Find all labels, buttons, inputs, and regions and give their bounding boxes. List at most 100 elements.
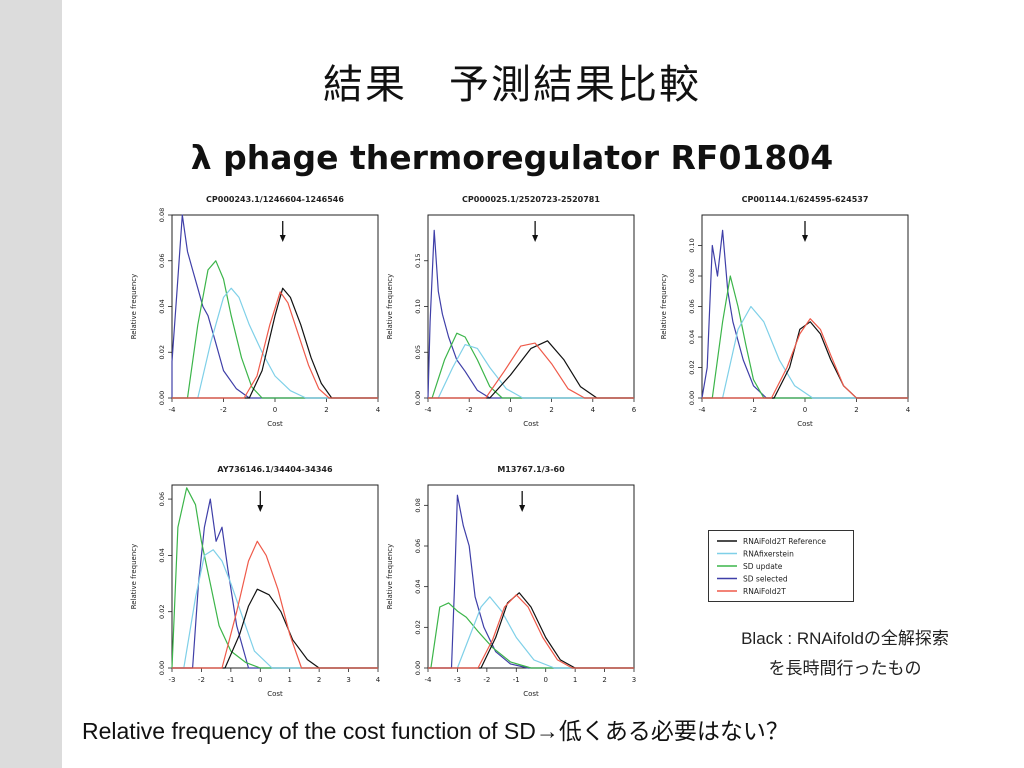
y-tick-label: 0.04 bbox=[414, 579, 422, 593]
plot-frame bbox=[427, 484, 635, 669]
note-line-1: Black : RNAifoldの全解探索 bbox=[741, 629, 949, 648]
y-tick-label: 0.15 bbox=[414, 254, 422, 268]
y-axis-label: Relative frequency bbox=[130, 274, 138, 340]
series-line-sd-update bbox=[172, 260, 378, 399]
x-tick-label: 0 bbox=[273, 406, 277, 414]
chart-title: M13767.1/3-60 bbox=[497, 465, 565, 474]
series-line-rnaifold2t-reference bbox=[172, 287, 378, 399]
x-tick-label: 4 bbox=[376, 406, 381, 414]
y-tick-label: 0.04 bbox=[158, 299, 166, 313]
chart-3: CP001144.1/624595-624537 -4 -2 0 2 4 0.00 0.02 0… bbox=[650, 190, 920, 445]
y-tick-label: 0.04 bbox=[158, 548, 166, 562]
slide-title: 結果 予測結果比較 bbox=[323, 62, 701, 108]
y-tick-label: 0.02 bbox=[414, 620, 422, 634]
x-tick-label: -2 bbox=[750, 406, 757, 414]
y-tick-label: 0.08 bbox=[158, 208, 166, 222]
slide-subtitle: λ phage thermoregulator RF01804 bbox=[190, 138, 834, 177]
chart-5: M13767.1/3-60 -4 -3 -2 -1 0 1 2 3 0.00 0.02 0.04 0.0… bbox=[376, 460, 646, 715]
arrow-marker-head bbox=[519, 505, 526, 512]
x-tick-label: -4 bbox=[699, 406, 707, 414]
series-line-rnaifold2t bbox=[702, 318, 908, 399]
chart-3-svg: CP001144.1/624595-624537 -4 -2 0 2 4 0.00 0.02 0… bbox=[660, 195, 911, 428]
series-line-rnaifold2t bbox=[172, 291, 378, 399]
y-tick-label: 0.02 bbox=[158, 345, 166, 359]
x-tick-label: -4 bbox=[425, 406, 433, 414]
x-tick-label: -4 bbox=[425, 676, 433, 684]
x-tick-label: -3 bbox=[454, 676, 461, 684]
x-axis-label: Cost bbox=[523, 420, 539, 428]
x-tick-label: 2 bbox=[549, 406, 553, 414]
x-tick-label: 3 bbox=[346, 676, 350, 684]
x-tick-label: -2 bbox=[466, 406, 473, 414]
chart-2-svg: CP000025.1/2520723-2520781 -4 -2 0 2 4 6 0.00 0.… bbox=[386, 195, 637, 428]
series-line-sd-selected bbox=[171, 214, 378, 399]
x-tick-label: -2 bbox=[220, 406, 227, 414]
chart-title: CP001144.1/624595-624537 bbox=[742, 195, 869, 204]
chart-title: CP000243.1/1246604-1246546 bbox=[206, 195, 344, 204]
y-tick-label: 0.00 bbox=[158, 661, 166, 675]
x-tick-label: 1 bbox=[573, 676, 577, 684]
legend-label: SD selected bbox=[743, 575, 788, 584]
series-line-rnaifold2t bbox=[428, 594, 634, 669]
series-line-rnaifold2t bbox=[428, 342, 634, 399]
y-tick-label: 0.04 bbox=[688, 330, 696, 344]
x-tick-label: 2 bbox=[324, 406, 328, 414]
x-tick-label: 2 bbox=[602, 676, 606, 684]
y-tick-label: 0.06 bbox=[158, 254, 166, 268]
series-line-sd-update bbox=[428, 602, 634, 669]
x-axis-label: Cost bbox=[267, 690, 283, 698]
y-axis-label: Relative frequency bbox=[660, 274, 668, 340]
x-axis-label: Cost bbox=[267, 420, 283, 428]
x-tick-label: 3 bbox=[632, 676, 636, 684]
chart-title: CP000025.1/2520723-2520781 bbox=[462, 195, 600, 204]
series-line-rnafixerstein bbox=[428, 344, 634, 399]
x-tick-label: 0 bbox=[803, 406, 807, 414]
x-tick-label: -3 bbox=[169, 676, 176, 684]
y-tick-label: 0.00 bbox=[414, 661, 422, 675]
series-line-sd-update bbox=[702, 275, 908, 399]
y-tick-label: 0.08 bbox=[414, 498, 422, 512]
arrow-marker-head bbox=[802, 235, 808, 242]
series-line-sd-selected bbox=[172, 498, 378, 669]
left-sidebar-bar bbox=[0, 0, 62, 768]
legend-label: SD update bbox=[743, 562, 783, 571]
plot-frame bbox=[427, 214, 635, 399]
x-axis-label: Cost bbox=[797, 420, 813, 428]
x-tick-label: 0 bbox=[543, 676, 547, 684]
series-line-rnafixerstein bbox=[702, 305, 908, 399]
y-tick-label: 0.05 bbox=[414, 345, 422, 359]
y-tick-label: 0.08 bbox=[688, 269, 696, 283]
y-tick-label: 0.00 bbox=[688, 391, 696, 405]
series-line-sd-selected bbox=[427, 229, 634, 399]
series-line-sd-selected bbox=[428, 494, 634, 669]
plot-frame bbox=[171, 484, 379, 669]
x-tick-label: -2 bbox=[198, 676, 205, 684]
x-tick-label: 6 bbox=[632, 406, 637, 414]
series-line-rnaifold2t bbox=[172, 540, 378, 669]
x-tick-label: -2 bbox=[483, 676, 490, 684]
legend-label: RNAfixerstein bbox=[743, 550, 794, 559]
x-axis-label: Cost bbox=[523, 690, 539, 698]
y-tick-label: 0.00 bbox=[158, 391, 166, 405]
y-axis-label: Relative frequency bbox=[386, 544, 394, 610]
arrow-marker-head bbox=[257, 505, 264, 512]
series-line-rnaifold2t-reference bbox=[702, 321, 908, 399]
legend-label: RNAiFold2T bbox=[743, 587, 786, 596]
x-tick-label: 0 bbox=[258, 676, 262, 684]
x-tick-label: -1 bbox=[227, 676, 234, 684]
y-tick-label: 0.06 bbox=[688, 299, 696, 313]
y-tick-label: 0.02 bbox=[688, 360, 696, 374]
y-tick-label: 0.10 bbox=[414, 299, 422, 313]
chart-legend: RNAiFold2T Reference RNAfixerstein SD upda… bbox=[708, 530, 854, 602]
series-line-sd-update bbox=[428, 332, 634, 399]
x-tick-label: -1 bbox=[513, 676, 520, 684]
chart-4: AY736146.1/34404-34346 -3 -2 -1 0 1 2 3 4 0.00 0.0… bbox=[120, 460, 390, 715]
x-tick-label: -4 bbox=[169, 406, 177, 414]
legend-label: RNAiFold2T Reference bbox=[743, 537, 826, 546]
chart-1: CP000243.1/1246604-1246546 -4 -2 0 2 4 0.00 0.0… bbox=[120, 190, 390, 445]
y-tick-label: 0.06 bbox=[158, 492, 166, 506]
series-line-rnaifold2t-reference bbox=[428, 592, 634, 669]
x-tick-label: 4 bbox=[906, 406, 911, 414]
chart-4-svg: AY736146.1/34404-34346 -3 -2 -1 0 1 2 3 4 0.00 0.0… bbox=[130, 465, 381, 698]
arrow-marker-head bbox=[532, 235, 539, 242]
